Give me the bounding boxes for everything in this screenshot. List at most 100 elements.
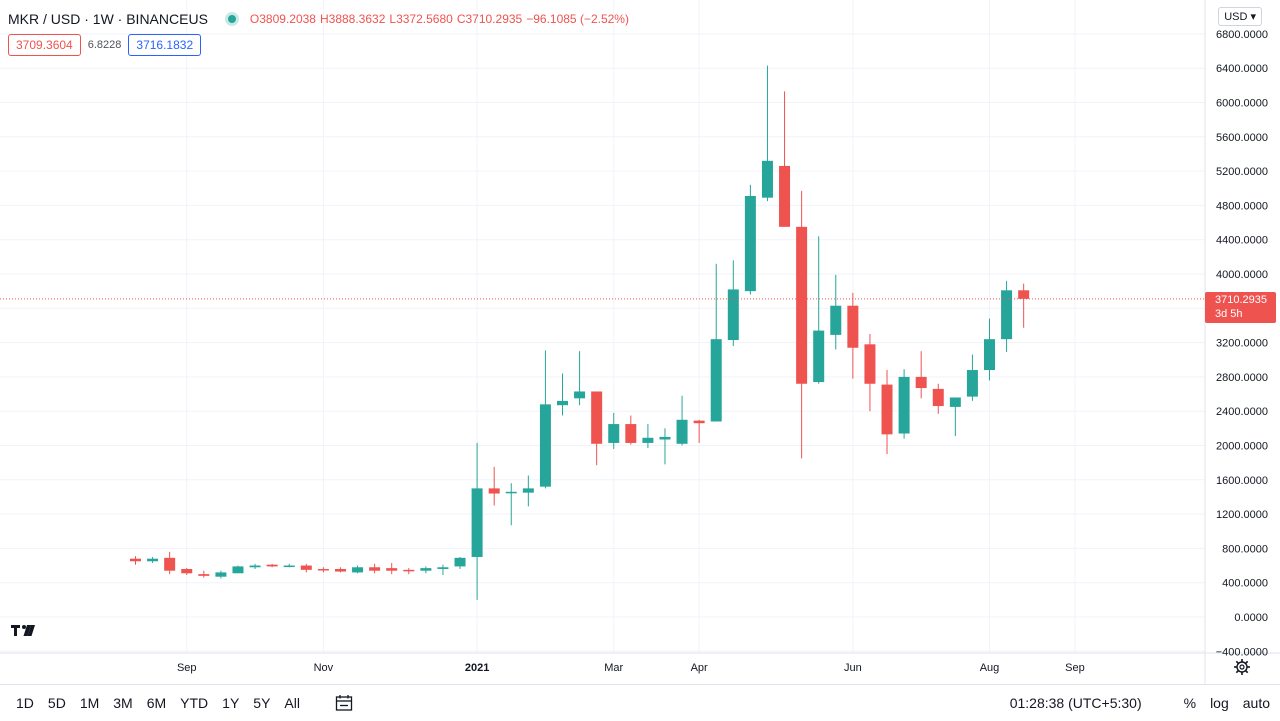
candle xyxy=(966,354,978,401)
close-label: C xyxy=(456,12,466,26)
candle-body xyxy=(779,165,791,227)
buy-price-button[interactable]: 3716.1832 xyxy=(128,34,202,56)
candle xyxy=(454,556,466,569)
log-scale-button[interactable]: log xyxy=(1210,695,1229,711)
candle-body xyxy=(966,370,978,397)
candle xyxy=(522,475,534,507)
candle xyxy=(1001,280,1013,353)
price-chart[interactable]: −400.0000 0.0000 400.0000 800.0000 1200.0000… xyxy=(0,0,1280,684)
candle xyxy=(949,397,961,437)
candle-body xyxy=(369,567,381,571)
time-tick-label: Jun xyxy=(844,662,862,674)
candle xyxy=(744,184,756,295)
range-3m-button[interactable]: 3M xyxy=(113,694,133,711)
candle xyxy=(471,442,483,600)
high-value: 3888.3632 xyxy=(328,12,386,26)
candle-body xyxy=(830,305,842,335)
candle xyxy=(437,564,449,575)
candle xyxy=(710,263,722,422)
price-tick-label: 4800.0000 xyxy=(1216,200,1268,212)
clock-timezone[interactable]: 01:28:38 (UTC+5:30) xyxy=(1009,695,1142,711)
low-value: 3372.5680 xyxy=(396,12,453,26)
calendar-goto-date-icon[interactable] xyxy=(335,694,353,712)
candle xyxy=(181,568,193,575)
range-5y-button[interactable]: 5Y xyxy=(253,694,271,711)
candle-body xyxy=(796,226,808,384)
candle xyxy=(608,412,620,449)
range-ytd-button[interactable]: YTD xyxy=(180,694,209,711)
candle-body xyxy=(283,565,295,568)
candle-body xyxy=(693,420,705,424)
candle xyxy=(505,483,517,526)
candle-body xyxy=(557,400,568,406)
candle-body xyxy=(1018,290,1030,299)
candle xyxy=(198,570,210,578)
candle-body xyxy=(847,305,859,348)
price-change: −96.1085 (−2.52%) xyxy=(526,12,629,26)
time-tick-label: 2021 xyxy=(465,662,489,674)
candle xyxy=(164,551,176,575)
candle-body xyxy=(761,160,773,198)
candle-body xyxy=(591,391,603,444)
candle-body xyxy=(454,557,466,567)
currency-select[interactable]: USD ▾ xyxy=(1218,7,1262,26)
price-tick-label: −400.0000 xyxy=(1216,646,1268,658)
candle xyxy=(249,563,261,569)
price-tick-label: 0.0000 xyxy=(1234,612,1268,624)
candle xyxy=(386,562,398,575)
time-tick-label: Sep xyxy=(1065,662,1085,674)
candle-body xyxy=(574,391,586,399)
price-tick-label: 2400.0000 xyxy=(1216,406,1268,418)
candle-body xyxy=(317,568,329,571)
price-tick-label: 6800.0000 xyxy=(1216,29,1268,41)
symbol-title[interactable]: MKR / USD · 1W · BINANCEUS xyxy=(8,11,208,27)
candle-body xyxy=(437,567,449,569)
candle xyxy=(779,91,791,227)
high-label: H xyxy=(319,12,329,26)
chevron-down-icon: ▾ xyxy=(1247,11,1256,23)
percent-scale-button[interactable]: % xyxy=(1183,695,1197,711)
time-tick-label: Nov xyxy=(314,662,334,674)
candle-body xyxy=(386,568,398,571)
candle-body xyxy=(181,568,193,574)
candle-body xyxy=(471,488,483,557)
range-1m-button[interactable]: 1M xyxy=(79,694,100,711)
candle xyxy=(864,334,876,412)
spread-value: 6.8228 xyxy=(87,39,122,51)
range-6m-button[interactable]: 6M xyxy=(146,694,167,711)
range-5d-button[interactable]: 5D xyxy=(47,694,66,711)
candle-body xyxy=(710,339,722,422)
candle xyxy=(574,351,586,406)
tradingview-logo-icon[interactable] xyxy=(10,620,38,642)
chart-grid xyxy=(0,0,1205,653)
range-all-button[interactable]: All xyxy=(284,694,300,711)
settings-gear-icon[interactable] xyxy=(1234,659,1250,675)
time-axis[interactable]: Sep Nov 2021 Mar Apr Jun Aug Sep xyxy=(177,662,1085,674)
sell-price-button[interactable]: 3709.3604 xyxy=(8,34,81,56)
candle xyxy=(796,190,808,459)
close-value: 3710.2935 xyxy=(465,12,523,26)
candle xyxy=(676,395,688,446)
bar-countdown: 3d 5h xyxy=(1215,308,1243,320)
candle-body xyxy=(642,437,654,443)
candle-body xyxy=(420,568,432,571)
candle-body xyxy=(659,436,671,440)
candle-body xyxy=(984,339,995,371)
candle xyxy=(266,563,278,568)
price-tick-label: 800.0000 xyxy=(1222,543,1268,555)
candle xyxy=(693,419,705,443)
open-label: O xyxy=(249,12,260,26)
low-label: L xyxy=(389,12,397,26)
candle-body xyxy=(949,397,961,407)
currency-label: USD xyxy=(1224,11,1248,23)
candle xyxy=(352,565,364,574)
candle-body xyxy=(915,376,927,389)
price-axis[interactable]: −400.0000 0.0000 400.0000 800.0000 1200.0000… xyxy=(1216,29,1268,658)
auto-scale-button[interactable]: auto xyxy=(1242,695,1270,711)
candle-body xyxy=(744,195,756,292)
range-1d-button[interactable]: 1D xyxy=(16,694,34,711)
range-1y-button[interactable]: 1Y xyxy=(222,694,240,711)
candle xyxy=(915,351,927,399)
candle xyxy=(147,556,159,563)
last-price-tag: 3710.2935 3d 5h xyxy=(1205,292,1276,323)
